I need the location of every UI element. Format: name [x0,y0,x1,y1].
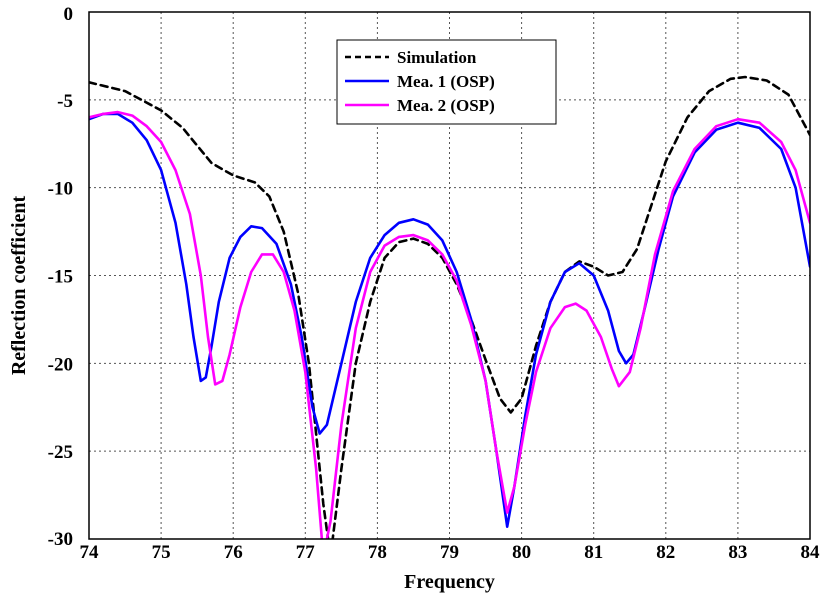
legend: Simulation Mea. 1 (OSP) Mea. 2 (OSP) [336,39,557,125]
x-tick-label: 78 [368,542,387,563]
y-tick-label: -5 [57,91,73,112]
y-tick-label: 0 [64,4,74,25]
x-tick-label: 82 [656,542,675,563]
x-tick-label: 80 [512,542,531,563]
series-layer [89,75,810,539]
y-tick-label: -10 [48,179,73,200]
legend-entry: Simulation [397,48,477,67]
y-tick-label: -20 [48,354,73,375]
y-tick-label: -15 [48,267,73,288]
y-axis: 0 -5 -10 -15 -20 -25 -30 [48,4,73,550]
x-tick-label: 84 [801,542,821,563]
x-tick-label: 81 [584,542,603,563]
series-line [89,110,810,539]
x-axis-label: Frequency [404,571,495,593]
y-axis-label: Reflection coefficient [8,195,30,375]
x-tick-label: 77 [296,542,316,563]
x-axis: 74 75 76 77 78 79 80 81 82 83 84 [80,542,821,563]
x-tick-label: 83 [728,542,747,563]
x-tick-label: 75 [152,542,171,563]
plot-frame [88,11,811,540]
x-tick-label: 76 [224,542,243,563]
series-line [89,75,810,539]
x-tick-label: 74 [80,542,100,563]
y-tick-label: -25 [48,442,73,463]
legend-entry: Mea. 1 (OSP) [397,72,495,91]
x-tick-label: 79 [440,542,459,563]
legend-entry: Mea. 2 (OSP) [397,96,495,115]
y-tick-label: -30 [48,529,73,550]
